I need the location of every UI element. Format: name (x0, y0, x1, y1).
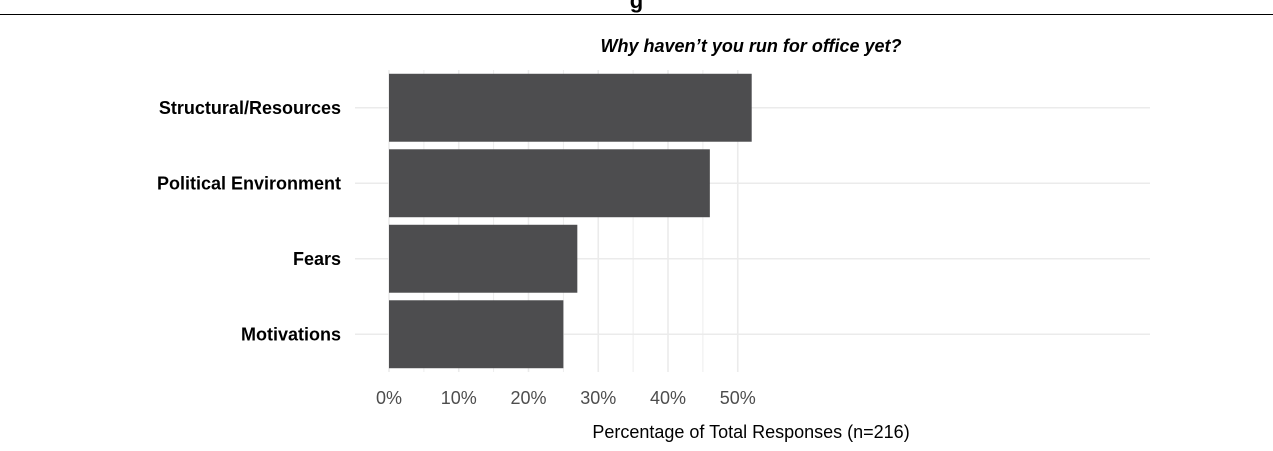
bar-political-environment (389, 149, 710, 218)
bar-structural-resources (389, 73, 752, 142)
category-label: Political Environment (157, 173, 341, 193)
x-tick-label: 30% (580, 388, 616, 408)
label-layer: Structural/Resources Political Environmen… (157, 98, 756, 408)
header-rule (0, 14, 1273, 15)
bar-layer (389, 73, 752, 369)
category-label: Motivations (241, 324, 341, 344)
bar-fears (389, 224, 578, 293)
category-label: Fears (293, 249, 341, 269)
bar-motivations (389, 300, 564, 369)
x-tick-label: 50% (720, 388, 756, 408)
partial-heading: g (629, 0, 644, 13)
x-tick-label: 40% (650, 388, 686, 408)
x-axis-label: Percentage of Total Responses (n=216) (592, 422, 909, 442)
chart-title: Why haven’t you run for office yet? (600, 36, 901, 56)
x-tick-label: 0% (376, 388, 402, 408)
category-label: Structural/Resources (159, 98, 341, 118)
x-tick-label: 10% (441, 388, 477, 408)
x-tick-label: 20% (510, 388, 546, 408)
